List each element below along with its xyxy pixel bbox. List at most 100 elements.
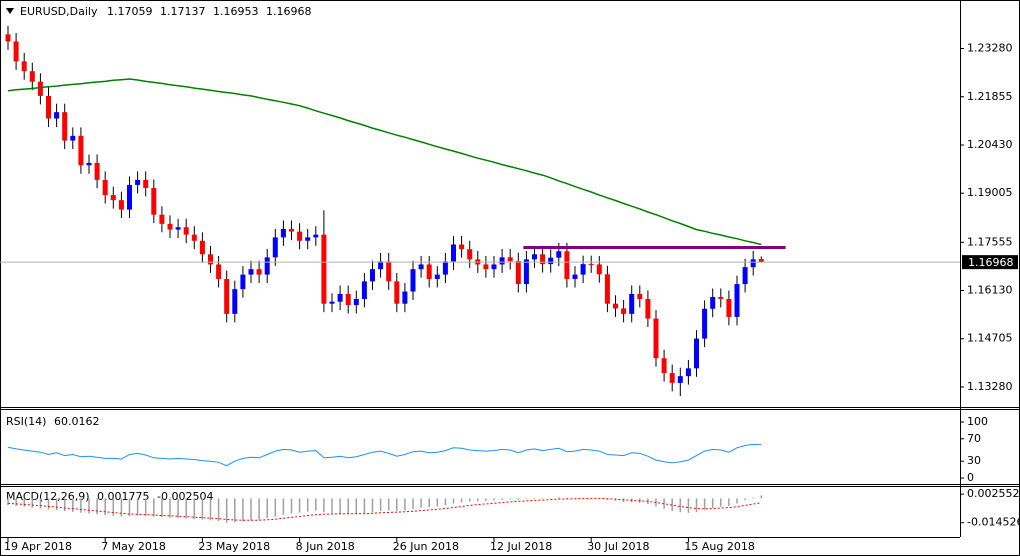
candle-body <box>540 254 546 265</box>
signal-line <box>7 497 762 521</box>
candle-body <box>702 308 708 339</box>
y-tick-label: 30 <box>967 454 981 467</box>
chart-header: EURUSD,Daily 1.17059 1.17137 1.16953 1.1… <box>20 5 311 18</box>
macd-bar <box>136 498 139 516</box>
x-tick-label: 12 Jul 2018 <box>490 540 552 553</box>
x-tick-label: 7 May 2018 <box>101 540 166 553</box>
macd-bar <box>477 498 479 502</box>
macd-bar <box>315 498 317 511</box>
macd-bar <box>444 498 447 506</box>
y-tick-label: 1.20430 <box>967 138 1013 151</box>
macd-bar <box>517 498 520 500</box>
high-value: 1.17137 <box>160 5 206 18</box>
y-tick-label: 1.16130 <box>967 284 1013 297</box>
candle-body <box>629 293 635 314</box>
candle-body <box>750 259 756 268</box>
x-tick-label: 8 Jun 2018 <box>296 540 355 553</box>
macd-bar <box>420 498 422 508</box>
macd-bar <box>15 498 17 506</box>
candle-body <box>70 135 76 141</box>
y-tick-label: 1.23280 <box>967 42 1013 55</box>
macd-bar <box>347 498 349 514</box>
low-value: 1.16953 <box>213 5 259 18</box>
candle-body <box>734 284 740 317</box>
candle-body <box>256 269 262 275</box>
candle-body <box>604 274 610 304</box>
macd-bar <box>711 498 714 509</box>
macd-value: 0.001775 <box>97 490 150 503</box>
macd-bar <box>23 498 25 507</box>
macd-bar <box>379 498 382 511</box>
macd-bar <box>7 498 9 506</box>
candle-body <box>248 269 254 275</box>
candle-body <box>451 244 456 262</box>
candle-body <box>564 251 570 280</box>
macd-bar <box>177 498 179 519</box>
macd-bar <box>671 498 673 511</box>
signal-value: -0.002504 <box>157 490 213 503</box>
candle-body <box>499 257 505 265</box>
macd-bar <box>31 498 34 508</box>
candle-body <box>264 257 270 275</box>
candle-body <box>548 257 554 265</box>
macd-bar <box>306 498 309 512</box>
candle-body <box>240 274 246 290</box>
y-tick-label: 0 <box>967 471 974 484</box>
macd-bar <box>185 498 187 519</box>
macd-bar <box>47 498 50 510</box>
macd-bar <box>209 498 212 521</box>
candle-body <box>459 244 465 250</box>
x-tick-label: 15 Aug 2018 <box>684 540 754 553</box>
macd-bar <box>436 498 439 507</box>
macd-bar <box>161 498 163 518</box>
candle-body <box>13 41 19 62</box>
candle-body <box>159 214 165 224</box>
candle-body <box>645 298 651 319</box>
candle-body <box>613 303 618 309</box>
macd-bar <box>88 498 90 514</box>
macd-bar <box>387 498 390 511</box>
candle-body <box>726 298 732 317</box>
macd-bar <box>250 498 252 521</box>
macd-bar <box>290 498 293 514</box>
candle-body <box>280 228 286 238</box>
candle-body <box>442 261 448 275</box>
macd-bar <box>736 498 738 504</box>
y-tick-label: 70 <box>967 432 981 445</box>
candle-body <box>54 112 60 119</box>
macd-bar <box>242 498 244 522</box>
candle-body <box>515 261 521 285</box>
x-tick-label: 23 May 2018 <box>198 540 270 553</box>
macd-bar <box>371 498 374 513</box>
macd-bar <box>428 498 430 508</box>
candle-body <box>329 301 335 304</box>
macd-bar <box>72 498 74 512</box>
candle-body <box>183 227 189 235</box>
y-tick-label: 1.21855 <box>967 90 1013 103</box>
candle-body <box>21 61 27 72</box>
candle-body <box>426 264 432 280</box>
candle-body <box>523 259 529 285</box>
candle-body <box>467 249 473 260</box>
macd-bar <box>339 498 341 514</box>
candle-body <box>572 274 578 280</box>
candle-body <box>191 234 197 241</box>
macd-bar <box>225 498 228 523</box>
macd-bar <box>679 498 682 513</box>
candle-body <box>677 376 683 383</box>
x-tick-label: 19 Apr 2018 <box>4 540 72 553</box>
candle-body <box>742 267 748 285</box>
macd-bar <box>234 498 236 523</box>
candle-body <box>224 279 230 314</box>
candle-body <box>208 254 213 265</box>
candle-body <box>305 237 311 241</box>
candle-body <box>94 162 100 180</box>
candle-body <box>621 308 627 314</box>
macd-bar <box>687 498 690 513</box>
macd-bar <box>201 498 204 520</box>
macd-bar <box>396 498 398 511</box>
candle-body <box>694 338 699 369</box>
y-tick-label: 1.14705 <box>967 332 1013 345</box>
